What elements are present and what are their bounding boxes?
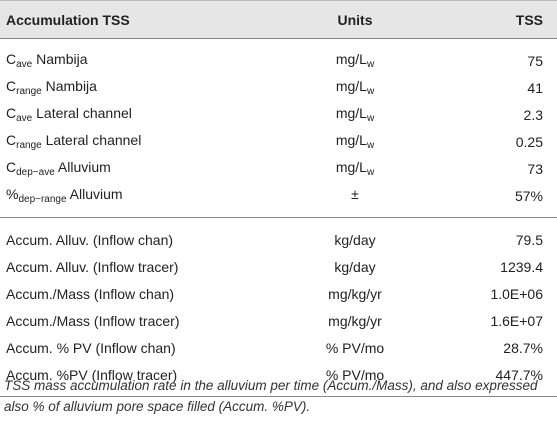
- row-label: Accum. %PV (Inflow tracer): [0, 361, 280, 397]
- table-row: Crange Lateral channel mg/Lw 0.25: [0, 128, 557, 155]
- row-value: 0.25: [515, 133, 543, 150]
- table-row: Cave Nambija mg/Lw 75: [0, 39, 557, 75]
- row-value: 41: [527, 79, 543, 96]
- table-row: Cave Lateral channel mg/Lw 2.3: [0, 101, 557, 128]
- row-label: Crange Lateral channel: [6, 132, 142, 151]
- table-row: Accum. Alluv. (Inflow chan) kg/day 79.5: [0, 218, 557, 254]
- row-value: 1.6E+07: [490, 312, 543, 329]
- header-units: Units: [280, 0, 430, 39]
- table-row: Accum./Mass (Inflow tracer) mg/kg/yr 1.6…: [0, 307, 557, 334]
- row-label: Cdep−ave Alluvium: [6, 159, 111, 178]
- row-units: mg/Lw: [335, 105, 375, 124]
- row-label: Accum. Alluv. (Inflow tracer): [6, 258, 179, 275]
- row-value: 28.7%: [503, 339, 543, 356]
- row-units: mg/Lw: [335, 132, 375, 151]
- row-units: mg/Lw: [335, 159, 375, 178]
- row-label: %dep−range Alluvium: [0, 182, 280, 218]
- table-row: Crange Nambija mg/Lw 41: [0, 74, 557, 101]
- row-value: 75: [527, 52, 543, 69]
- row-units: mg/kg/yr: [328, 285, 382, 302]
- row-value: 2.3: [523, 106, 543, 123]
- accumulation-tss-table: Accumulation TSS Units TSS Cave Nambija …: [0, 0, 557, 397]
- row-value: 447.7%: [430, 361, 557, 397]
- table-row: %dep−range Alluvium ± 57%: [0, 182, 557, 218]
- header-tss: TSS: [430, 0, 557, 39]
- row-label: Cave Lateral channel: [6, 105, 132, 124]
- row-value: 57%: [430, 182, 557, 218]
- row-units: mg/kg/yr: [328, 312, 382, 329]
- table-row: Accum. %PV (Inflow tracer) % PV/mo 447.7…: [0, 361, 557, 397]
- row-units: % PV/mo: [280, 361, 430, 397]
- row-units: % PV/mo: [325, 339, 385, 356]
- row-label: Accum./Mass (Inflow chan): [6, 285, 175, 302]
- table-row: Cdep−ave Alluvium mg/Lw 73: [0, 155, 557, 182]
- row-label: Accum. % PV (Inflow chan): [6, 339, 176, 356]
- row-units: mg/Lw: [335, 51, 375, 70]
- row-value: 1.0E+06: [490, 285, 543, 302]
- row-units: mg/Lw: [335, 78, 375, 97]
- row-units: kg/day: [334, 258, 376, 275]
- table-row: Accum./Mass (Inflow chan) mg/kg/yr 1.0E+…: [0, 280, 557, 307]
- table-caption: TSS mass accumulation rate in the alluvi…: [4, 378, 538, 414]
- row-units: kg/day: [334, 231, 376, 248]
- row-label: Cave Nambija: [6, 51, 88, 70]
- table-row: Accum. Alluv. (Inflow tracer) kg/day 123…: [0, 253, 557, 280]
- row-value: 1239.4: [500, 258, 543, 275]
- row-label: Crange Nambija: [6, 78, 97, 97]
- row-label: Accum./Mass (Inflow tracer): [6, 312, 180, 329]
- row-label: Accum. Alluv. (Inflow chan): [6, 231, 174, 248]
- table-row: Accum. % PV (Inflow chan) % PV/mo 28.7%: [0, 334, 557, 361]
- row-value: 79.5: [515, 231, 543, 248]
- header-accumulation-tss: Accumulation TSS: [0, 0, 280, 39]
- header-row: Accumulation TSS Units TSS: [0, 0, 557, 39]
- row-value: 73: [527, 160, 543, 177]
- row-units: ±: [280, 182, 430, 218]
